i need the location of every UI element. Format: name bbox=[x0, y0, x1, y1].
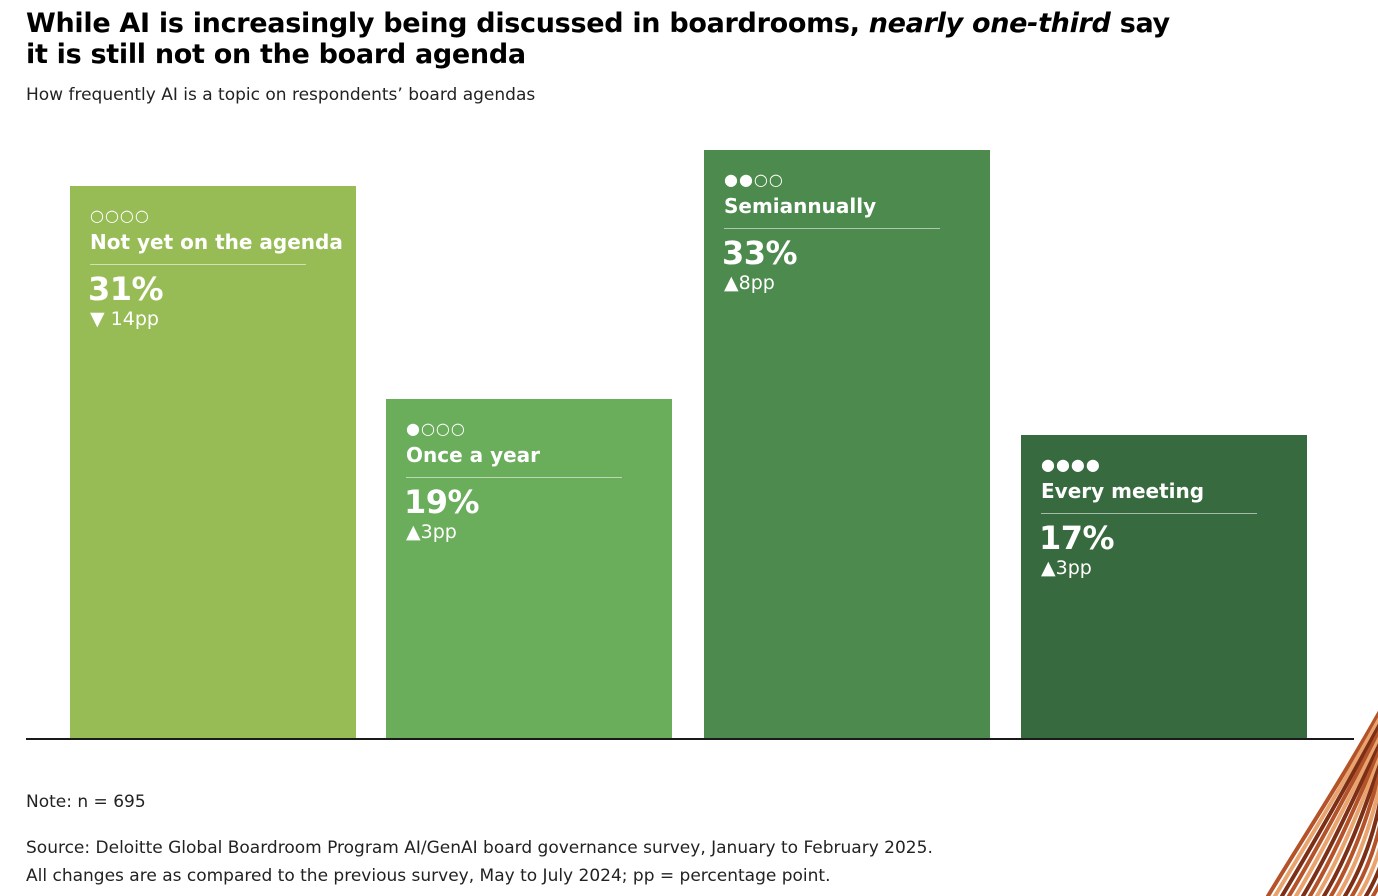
chart-title: While AI is increasingly being discussed… bbox=[26, 8, 1176, 70]
chart-title-part-2: say it is still not on the board agenda bbox=[26, 8, 1170, 70]
source-line-2: All changes are as compared to the previ… bbox=[26, 866, 831, 886]
decorative-swirl-stroke bbox=[1280, 723, 1378, 896]
decorative-swirl-stroke bbox=[1350, 824, 1378, 896]
change-label: ▲8pp bbox=[724, 272, 775, 294]
bar-chart: ○○○○ Not yet on the agenda 31% ▼ 14pp ●○○○ On… bbox=[70, 150, 1307, 738]
frequency-dots: ●●○○ bbox=[724, 170, 784, 189]
source-text: Source: Deloitte Global Boardroom Progra… bbox=[26, 834, 933, 890]
decorative-swirl-stroke bbox=[1273, 717, 1378, 896]
chart-title-emphasis: nearly one-third bbox=[868, 8, 1111, 39]
decorative-swirl-stroke bbox=[1336, 783, 1378, 896]
category-label: Every meeting bbox=[1041, 479, 1205, 503]
frequency-dots: ●●●● bbox=[1041, 455, 1101, 474]
label-divider bbox=[406, 477, 622, 478]
frequency-dots: ●○○○ bbox=[406, 419, 466, 438]
decorative-swirl-stroke bbox=[1287, 730, 1378, 896]
change-label: ▲3pp bbox=[406, 521, 457, 543]
chart-title-part-1: While AI is increasingly being discussed… bbox=[26, 8, 869, 39]
decorative-swirl-stroke bbox=[1322, 764, 1378, 896]
bar-not-yet-on-the-agenda: ○○○○ Not yet on the agenda 31% ▼ 14pp bbox=[70, 186, 356, 738]
bar-every-meeting: ●●●● Every meeting 17% ▲3pp bbox=[1021, 435, 1307, 738]
category-label: Once a year bbox=[406, 443, 541, 467]
bar-semiannually: ●●○○ Semiannually 33% ▲8pp bbox=[704, 150, 990, 738]
label-divider bbox=[90, 264, 306, 265]
decorative-swirl-graphic bbox=[1266, 710, 1378, 896]
bar-once-a-year: ●○○○ Once a year 19% ▲3pp bbox=[386, 399, 672, 738]
x-axis-baseline bbox=[26, 738, 1354, 740]
decorative-swirl-stroke bbox=[1357, 847, 1378, 896]
chart-subtitle: How frequently AI is a topic on responde… bbox=[26, 85, 536, 105]
decorative-swirl-stroke bbox=[1294, 736, 1378, 896]
data-label: 33% bbox=[722, 234, 798, 272]
source-line-1: Source: Deloitte Global Boardroom Progra… bbox=[26, 838, 933, 858]
decorative-swirl-stroke bbox=[1315, 756, 1378, 896]
category-label: Semiannually bbox=[724, 194, 877, 218]
data-label: 19% bbox=[404, 483, 480, 521]
decorative-swirl-stroke bbox=[1301, 743, 1378, 896]
label-divider bbox=[1041, 513, 1257, 514]
footnote: Note: n = 695 bbox=[26, 792, 146, 812]
data-label: 17% bbox=[1039, 519, 1115, 557]
data-label: 31% bbox=[88, 270, 164, 308]
change-label: ▲3pp bbox=[1041, 557, 1092, 579]
decorative-swirl-stroke bbox=[1329, 772, 1378, 896]
frequency-dots: ○○○○ bbox=[90, 206, 150, 225]
category-label: Not yet on the agenda bbox=[90, 230, 343, 254]
decorative-swirl-stroke bbox=[1266, 710, 1378, 896]
change-label: ▼ 14pp bbox=[90, 308, 159, 330]
decorative-swirl-stroke bbox=[1343, 801, 1378, 896]
label-divider bbox=[724, 228, 940, 229]
decorative-swirl-stroke bbox=[1364, 866, 1378, 896]
decorative-swirl-stroke bbox=[1308, 749, 1378, 896]
